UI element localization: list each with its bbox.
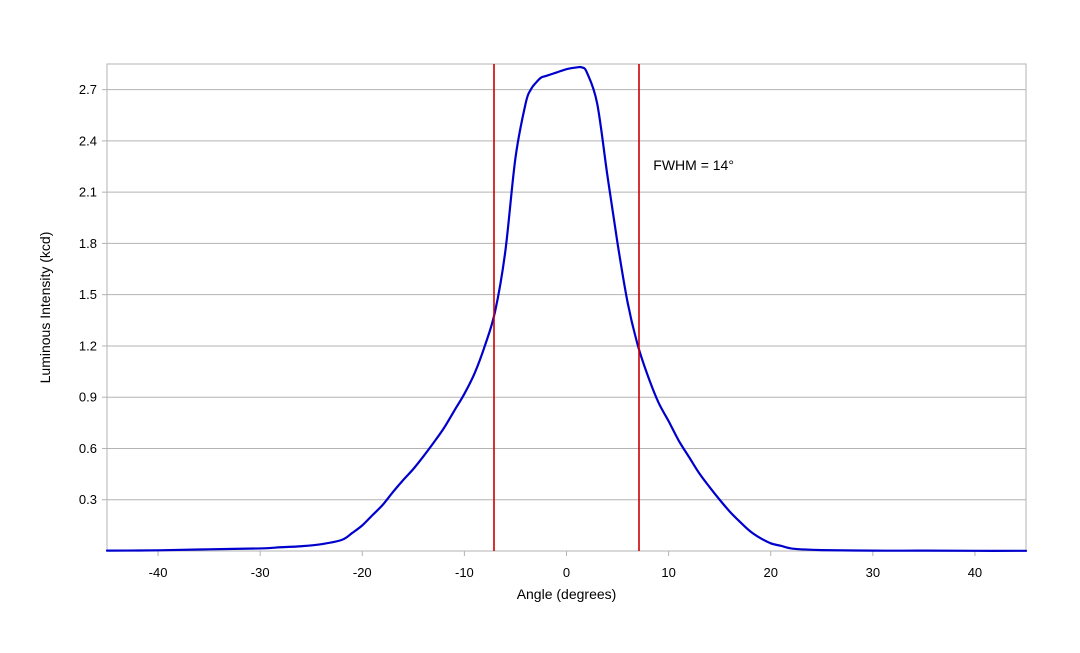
x-tick-label: -10 [455, 565, 474, 580]
x-tick-label: -30 [251, 565, 270, 580]
y-tick-label: 0.3 [79, 492, 97, 507]
x-tick-label: -40 [149, 565, 168, 580]
y-tick-label: 0.9 [79, 390, 97, 405]
gridlines [107, 89, 1026, 501]
x-tick-label: -20 [353, 565, 372, 580]
x-tick-label: 10 [661, 565, 675, 580]
x-axis-title: Angle (degrees) [517, 586, 617, 602]
y-tick-label: 0.6 [79, 441, 97, 456]
x-tick-label: 30 [866, 565, 880, 580]
x-tick-label: 40 [968, 565, 982, 580]
x-tick-label: 20 [763, 565, 777, 580]
fwhm-annotation: FWHM = 14° [653, 157, 734, 173]
intensity-curve [105, 65, 1028, 552]
y-tick-label: 1.2 [79, 338, 97, 353]
y-tick-label: 1.8 [79, 236, 97, 251]
axes [102, 63, 1027, 556]
y-tick-label: 2.7 [79, 82, 97, 97]
tick-labels: 0.3 0.6 0.9 1.2 1.5 1.8 2.1 2.4 2.7 -40 -30 -20 -10 0… [79, 82, 982, 580]
fwhm-markers [493, 64, 640, 551]
data-series [105, 65, 1028, 552]
y-tick-label: 2.1 [79, 185, 97, 200]
y-axis-title: Luminous Intensity (kcd) [37, 232, 53, 384]
plot-area-border [106, 63, 1027, 552]
x-tick-label: 0 [563, 565, 570, 580]
y-tick-label: 2.4 [79, 133, 97, 148]
y-tick-label: 1.5 [79, 287, 97, 302]
